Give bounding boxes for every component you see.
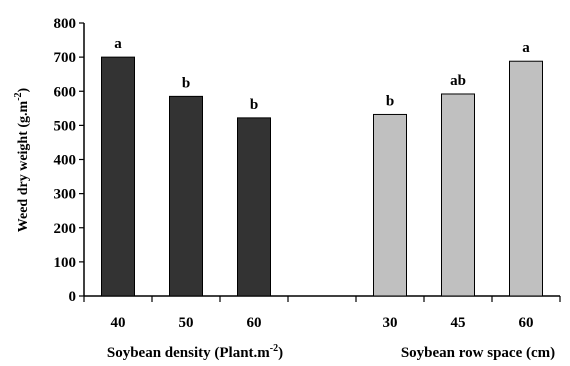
x-axis-title-density-text: Soybean density (Plant.m: [107, 345, 270, 361]
x-axis-ticks: 40 50 60 30 45 60: [83, 296, 561, 331]
y-tick-label: 100: [54, 255, 77, 271]
y-axis-title-close: ): [16, 87, 31, 92]
y-tick-label: 600: [54, 84, 77, 100]
x-axis-title-density: Soybean density (Plant.m-2): [107, 343, 283, 361]
y-axis-title-text: Weed dry weight (g.m: [16, 100, 31, 232]
y-tick-label: 200: [54, 221, 77, 237]
y-axis-ticks: 0 100 200 300 400 500 600 700 800: [54, 16, 84, 305]
bar-data-label: a: [114, 36, 122, 52]
y-tick-label: 700: [54, 50, 77, 66]
y-tick-label: 0: [69, 289, 77, 305]
y-axis-title: Weed dry weight (g.m-2): [13, 87, 31, 232]
x-tick-label: 45: [451, 315, 466, 331]
x-tick-label: 40: [111, 315, 126, 331]
x-axis-title-density-close: ): [278, 345, 283, 361]
y-axis-title-sup: -2: [13, 92, 24, 100]
bar-data-label: ab: [450, 73, 466, 89]
y-tick-label: 400: [54, 153, 77, 169]
x-tick-label: 30: [383, 315, 398, 331]
bar: [441, 93, 475, 297]
bar-data-label: b: [386, 93, 394, 109]
bar: [169, 95, 203, 297]
x-axis-title-rowspace-text: Soybean row space (cm): [401, 345, 555, 361]
x-tick-label: 50: [179, 315, 194, 331]
y-tick-label: 500: [54, 118, 77, 134]
bar-data-label: a: [522, 40, 530, 56]
x-axis-title-density-sup: -2: [270, 343, 278, 354]
bar: [509, 60, 543, 297]
bar: [237, 117, 271, 297]
y-tick-label: 300: [54, 187, 77, 203]
y-tick-label: 800: [54, 16, 77, 32]
bar-data-label: b: [182, 75, 190, 91]
x-tick-label: 60: [247, 315, 262, 331]
axes: [83, 23, 560, 297]
x-tick-label: 60: [519, 315, 534, 331]
bar: [373, 113, 407, 297]
bar: [101, 56, 135, 297]
x-axis-title-rowspace: Soybean row space (cm): [401, 345, 555, 361]
bar-data-label: b: [250, 97, 258, 113]
